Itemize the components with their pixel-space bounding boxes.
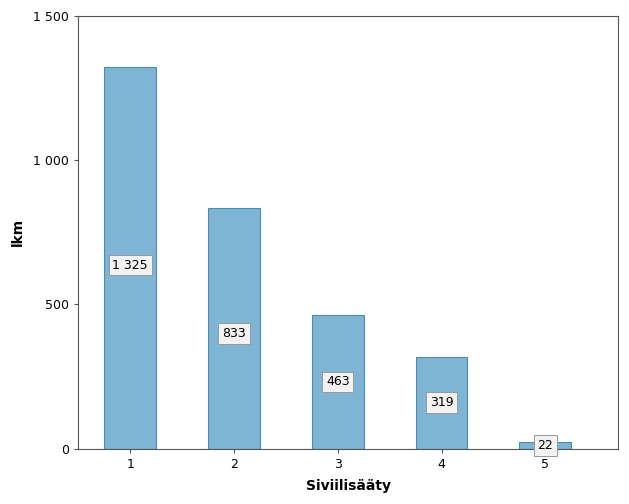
- Text: 833: 833: [222, 327, 246, 340]
- Bar: [416, 356, 467, 449]
- X-axis label: Siviilisääty: Siviilisääty: [306, 479, 391, 493]
- Text: 319: 319: [430, 396, 454, 409]
- Text: 463: 463: [326, 375, 350, 388]
- Text: 1 325: 1 325: [113, 259, 148, 272]
- Bar: [312, 315, 364, 449]
- Y-axis label: lkm: lkm: [11, 218, 25, 246]
- Bar: [208, 208, 260, 449]
- Bar: [520, 442, 571, 449]
- Text: 22: 22: [537, 439, 553, 452]
- Bar: [104, 67, 156, 449]
